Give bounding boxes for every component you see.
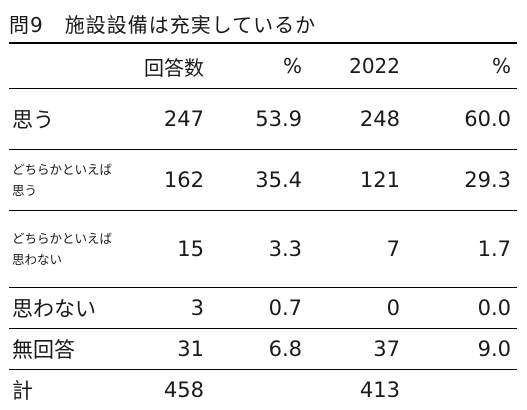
row-label: どちらかといえば思う xyxy=(9,150,119,211)
cell-prev-pct: 1.7 xyxy=(406,211,517,288)
cell-prev-pct: 60.0 xyxy=(406,89,517,150)
row-label: 思わない xyxy=(9,288,119,329)
table-row: 思う 247 53.9 248 60.0 xyxy=(9,89,517,150)
row-label: 思う xyxy=(9,89,119,150)
cell-prev-pct: 9.0 xyxy=(406,329,517,370)
table-row: どちらかといえば思わない 15 3.3 7 1.7 xyxy=(9,211,517,288)
cell-pct: 0.7 xyxy=(210,288,308,329)
table-total-row: 計 458 413 xyxy=(9,370,517,410)
cell-count: 31 xyxy=(119,329,210,370)
row-label: 計 xyxy=(9,370,119,410)
table-row: 無回答 31 6.8 37 9.0 xyxy=(9,329,517,370)
cell-prev-pct: 29.3 xyxy=(406,150,517,211)
row-label: どちらかといえば思わない xyxy=(9,211,119,288)
header-prev-pct: % xyxy=(406,44,517,89)
cell-prev-count: 413 xyxy=(308,370,406,410)
cell-count: 162 xyxy=(119,150,210,211)
cell-prev-pct xyxy=(406,370,517,410)
results-table: 回答数 % 2022 % 思う 247 53.9 248 60.0 どちらかとい… xyxy=(9,44,517,410)
cell-prev-count: 248 xyxy=(308,89,406,150)
header-prev-count: 2022 xyxy=(308,44,406,89)
header-count: 回答数 xyxy=(119,44,210,89)
cell-count: 458 xyxy=(119,370,210,410)
cell-count: 3 xyxy=(119,288,210,329)
cell-count: 15 xyxy=(119,211,210,288)
row-label: 無回答 xyxy=(9,329,119,370)
cell-pct: 53.9 xyxy=(210,89,308,150)
table-row: どちらかといえば思う 162 35.4 121 29.3 xyxy=(9,150,517,211)
table-header-row: 回答数 % 2022 % xyxy=(9,44,517,89)
cell-prev-count: 7 xyxy=(308,211,406,288)
cell-pct: 3.3 xyxy=(210,211,308,288)
question-title: 問9 施設設備は充実しているか xyxy=(9,9,316,38)
table-row: 思わない 3 0.7 0 0.0 xyxy=(9,288,517,329)
header-corner xyxy=(9,44,119,89)
cell-pct: 35.4 xyxy=(210,150,308,211)
cell-prev-count: 121 xyxy=(308,150,406,211)
header-pct: % xyxy=(210,44,308,89)
cell-prev-pct: 0.0 xyxy=(406,288,517,329)
cell-prev-count: 37 xyxy=(308,329,406,370)
cell-pct: 6.8 xyxy=(210,329,308,370)
cell-prev-count: 0 xyxy=(308,288,406,329)
cell-count: 247 xyxy=(119,89,210,150)
cell-pct xyxy=(210,370,308,410)
